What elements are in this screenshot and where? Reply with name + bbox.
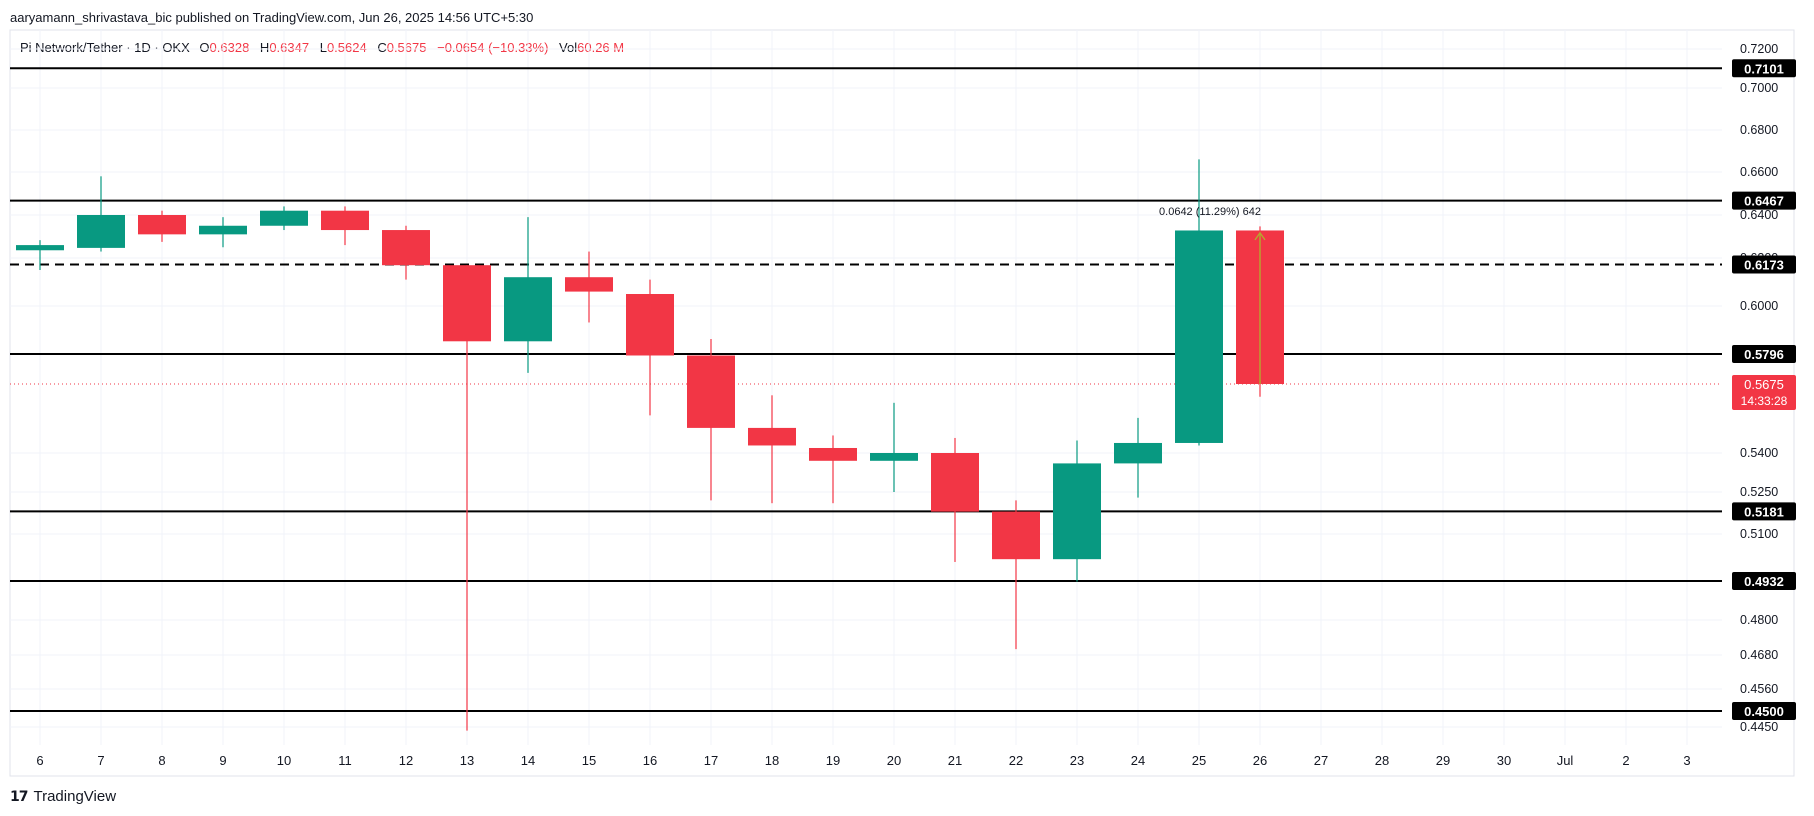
x-tick-label: 22 bbox=[1009, 753, 1023, 768]
y-tick-label: 0.6800 bbox=[1740, 123, 1778, 137]
volume-label: Vol bbox=[559, 40, 578, 55]
y-tick-label: 0.5250 bbox=[1740, 485, 1778, 499]
publisher-line: aaryamann_shrivastava_bic published on T… bbox=[10, 10, 534, 25]
high-value: 0.6347 bbox=[269, 40, 310, 55]
x-tick-label: Jul bbox=[1557, 753, 1574, 768]
current-price-label: 0.5675 bbox=[1744, 377, 1784, 392]
x-tick-label: 11 bbox=[338, 753, 352, 768]
candle-body bbox=[504, 277, 552, 342]
candle-body bbox=[870, 453, 918, 461]
y-tick-label: 0.4450 bbox=[1740, 720, 1778, 734]
candle-body bbox=[199, 225, 247, 235]
y-tick-label: 0.4800 bbox=[1740, 613, 1778, 627]
price-level-label: 0.5181 bbox=[1744, 504, 1784, 519]
candle-body bbox=[626, 294, 674, 356]
y-tick-label: 0.4560 bbox=[1740, 682, 1778, 696]
candle-body bbox=[321, 210, 369, 231]
x-tick-label: 17 bbox=[704, 753, 718, 768]
countdown-label: 14:33:28 bbox=[1741, 394, 1788, 408]
x-tick-label: 16 bbox=[643, 753, 657, 768]
x-tick-label: 23 bbox=[1070, 753, 1084, 768]
chart-frame bbox=[9, 29, 1795, 777]
measure-label: 0.0642 (11.29%) 642 bbox=[1159, 206, 1261, 218]
x-tick-label: 6 bbox=[36, 753, 43, 768]
open-label: O bbox=[199, 40, 210, 55]
low-label: L bbox=[319, 40, 327, 55]
x-tick-label: 3 bbox=[1683, 753, 1690, 768]
x-tick-label: 8 bbox=[158, 753, 165, 768]
price-level-tag bbox=[1732, 702, 1796, 720]
x-tick-label: 26 bbox=[1253, 753, 1267, 768]
candle-body bbox=[16, 245, 64, 251]
candle-body bbox=[687, 355, 735, 428]
y-tick-label: 0.4680 bbox=[1740, 648, 1778, 662]
x-tick-label: 13 bbox=[460, 753, 474, 768]
y-tick-label: 0.6400 bbox=[1740, 208, 1778, 222]
x-tick-label: 27 bbox=[1314, 753, 1328, 768]
x-tick-label: 10 bbox=[277, 753, 291, 768]
candle-body bbox=[931, 453, 979, 512]
x-tick-label: 9 bbox=[219, 753, 226, 768]
x-tick-label: 19 bbox=[826, 753, 840, 768]
candle-body bbox=[260, 210, 308, 226]
y-tick-label: 0.6000 bbox=[1740, 299, 1778, 313]
candle-body bbox=[1114, 442, 1162, 464]
brand-name: TradingView bbox=[33, 788, 117, 805]
x-tick-label: 28 bbox=[1375, 753, 1389, 768]
high-label: H bbox=[259, 40, 270, 55]
candle-body bbox=[382, 230, 430, 266]
low-value: 0.5624 bbox=[326, 40, 367, 55]
x-tick-label: 18 bbox=[765, 753, 779, 768]
price-level-label: 0.6173 bbox=[1744, 257, 1784, 272]
x-tick-label: 15 bbox=[582, 753, 596, 768]
open-value: 0.6328 bbox=[209, 40, 250, 55]
price-level-tag bbox=[1732, 572, 1796, 590]
x-tick-label: 30 bbox=[1497, 753, 1511, 768]
tradingview-branding[interactable]: 17 TradingView bbox=[10, 788, 116, 805]
x-tick-label: 20 bbox=[887, 753, 901, 768]
candle-body bbox=[748, 427, 796, 446]
y-tick-label: 0.5400 bbox=[1740, 446, 1778, 460]
candle-body bbox=[565, 277, 613, 292]
price-level-label: 0.4932 bbox=[1744, 574, 1784, 589]
price-level-label: 0.7101 bbox=[1744, 61, 1784, 76]
price-level-tag bbox=[1732, 59, 1796, 78]
symbol-name[interactable]: Pi Network/Tether · 1D · OKX bbox=[20, 40, 190, 55]
price-level-label: 0.4500 bbox=[1744, 704, 1784, 719]
x-tick-label: 25 bbox=[1192, 753, 1206, 768]
x-tick-label: 21 bbox=[948, 753, 962, 768]
y-tick-label: 0.5100 bbox=[1740, 527, 1778, 541]
price-level-label: 0.6467 bbox=[1744, 194, 1784, 209]
candle-body bbox=[1053, 463, 1101, 560]
close-label: C bbox=[377, 40, 387, 55]
close-value: 0.5675 bbox=[386, 40, 427, 55]
y-tick-label: 0.7000 bbox=[1740, 81, 1778, 95]
x-tick-label: 24 bbox=[1131, 753, 1145, 768]
price-level-label: 0.5796 bbox=[1744, 347, 1784, 362]
price-level-tag bbox=[1732, 502, 1796, 521]
price-level-tag bbox=[1732, 255, 1796, 274]
y-tick-label: 0.6600 bbox=[1740, 165, 1778, 179]
x-tick-label: 7 bbox=[97, 753, 104, 768]
candle-body bbox=[443, 265, 491, 342]
symbol-legend: Pi Network/Tether · 1D · OKX O0.6328 H0.… bbox=[20, 40, 631, 55]
candle-body bbox=[138, 215, 186, 235]
x-tick-label: 2 bbox=[1622, 753, 1629, 768]
candle-body bbox=[809, 447, 857, 461]
candle-body bbox=[77, 215, 125, 248]
measure-arrow-icon bbox=[1254, 231, 1266, 241]
candle-body bbox=[992, 511, 1040, 560]
tradingview-logo-icon: 17 bbox=[10, 788, 29, 805]
x-tick-label: 29 bbox=[1436, 753, 1450, 768]
y-tick-label: 0.7200 bbox=[1740, 42, 1778, 56]
change-value: −0.0654 (−10.33%) bbox=[437, 40, 549, 55]
x-tick-label: 14 bbox=[521, 753, 535, 768]
x-tick-label: 12 bbox=[399, 753, 413, 768]
price-level-tag bbox=[1732, 345, 1796, 363]
price-level-tag bbox=[1732, 191, 1796, 210]
candle-body bbox=[1175, 230, 1223, 443]
current-price-tag bbox=[1732, 375, 1796, 410]
